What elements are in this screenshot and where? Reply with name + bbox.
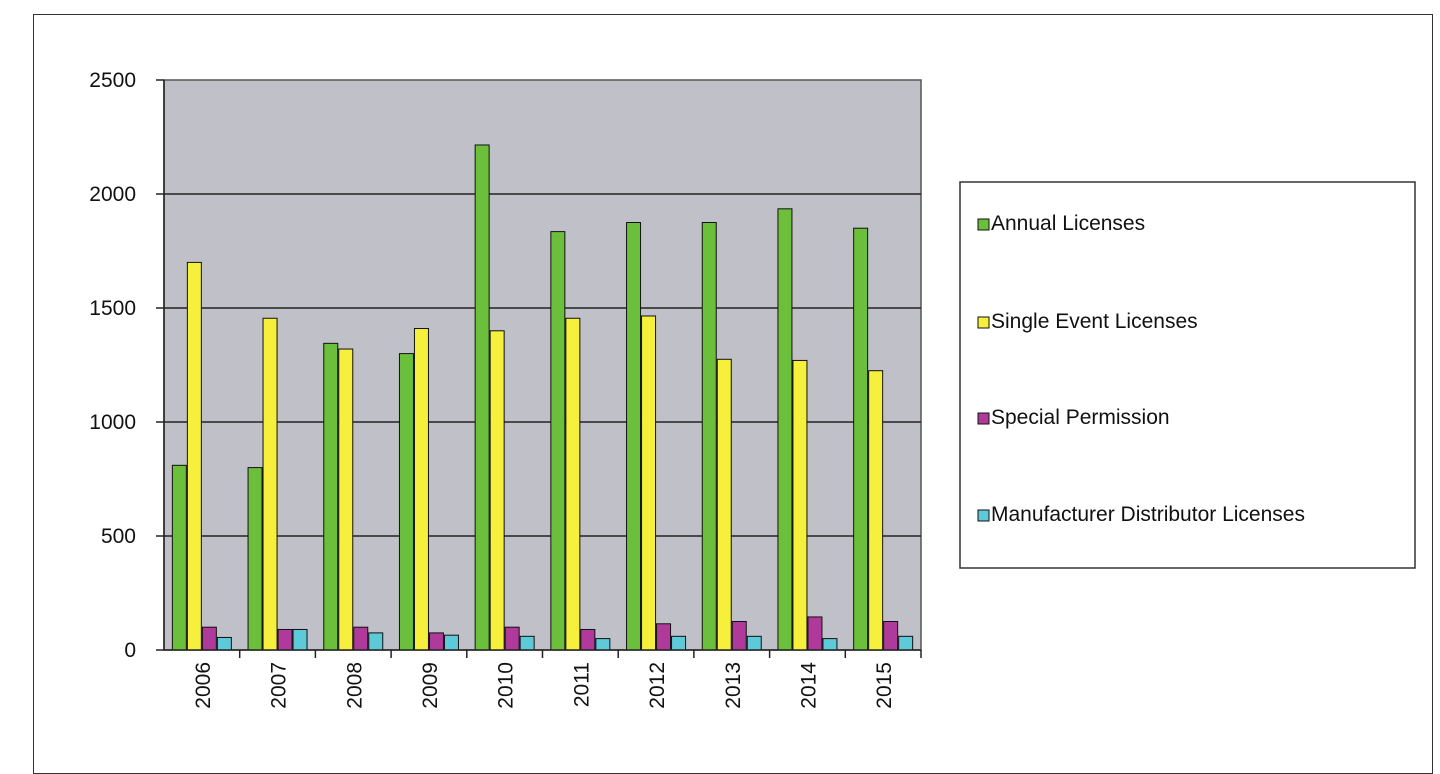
- bar-manufacturer-distributor-licenses: [822, 638, 838, 651]
- legend-swatch: [977, 509, 990, 522]
- x-tick-label: 2015: [873, 662, 896, 709]
- bar-single-event-licenses: [792, 359, 808, 651]
- legend-label: Special Permission: [991, 406, 1170, 429]
- x-tick-label: 2012: [646, 662, 669, 709]
- legend-box: [959, 181, 1416, 569]
- bar-annual-licenses: [398, 353, 414, 651]
- legend: Annual Licenses Single Event Licenses Spec…: [959, 181, 1416, 569]
- y-tick-label: 1500: [89, 297, 136, 320]
- bar-manufacturer-distributor-licenses: [443, 634, 459, 651]
- bar-annual-licenses: [474, 144, 490, 651]
- bar-manufacturer-distributor-licenses: [595, 638, 611, 651]
- bar-manufacturer-distributor-licenses: [898, 635, 914, 651]
- legend-label: Annual Licenses: [991, 212, 1145, 235]
- bar-manufacturer-distributor-licenses: [216, 636, 232, 651]
- bar-special-permission: [807, 616, 823, 651]
- gridlines: [164, 193, 921, 537]
- y-tick-label: 1000: [89, 411, 136, 434]
- bar-single-event-licenses: [262, 317, 278, 651]
- x-tick-label: 2007: [268, 662, 291, 709]
- bar-manufacturer-distributor-licenses: [746, 635, 762, 651]
- bar-single-event-licenses: [413, 328, 429, 651]
- bar-special-permission: [883, 621, 899, 651]
- bar-single-event-licenses: [338, 348, 354, 651]
- x-tick-label: 2010: [495, 662, 518, 709]
- x-tick-label: 2014: [797, 662, 820, 709]
- bar-single-event-licenses: [489, 330, 505, 651]
- y-tick-label: 500: [101, 525, 136, 548]
- bar-special-permission: [504, 626, 520, 651]
- bar-annual-licenses: [247, 467, 263, 651]
- legend-swatch: [977, 218, 990, 231]
- legend-label: Manufacturer Distributor Licenses: [991, 503, 1305, 526]
- bar-annual-licenses: [323, 342, 339, 651]
- bar-manufacturer-distributor-licenses: [671, 635, 687, 651]
- bar-special-permission: [201, 626, 217, 651]
- bars: [171, 144, 914, 651]
- bar-manufacturer-distributor-licenses: [368, 632, 384, 651]
- bar-special-permission: [731, 621, 747, 651]
- bar-special-permission: [428, 632, 444, 651]
- legend-swatch: [977, 316, 990, 329]
- bar-single-event-licenses: [641, 315, 657, 651]
- x-tick-label: 2008: [343, 662, 366, 709]
- axes: 0 500 1000 1500 2000 2500 2006 2007 2008 2009 2010…: [89, 69, 922, 709]
- x-tick-label: 2009: [419, 662, 442, 709]
- bar-annual-licenses: [550, 231, 566, 651]
- bar-manufacturer-distributor-licenses: [519, 635, 535, 651]
- legend-label: Single Event Licenses: [991, 310, 1198, 333]
- x-tick-label: 2011: [570, 662, 593, 707]
- bar-single-event-licenses: [716, 358, 732, 651]
- bar-annual-licenses: [701, 222, 717, 651]
- x-tick-label: 2013: [722, 662, 745, 709]
- y-tick-label: 2500: [89, 69, 136, 92]
- bar-single-event-licenses: [868, 370, 884, 651]
- legend-swatch: [977, 412, 990, 425]
- bar-special-permission: [656, 623, 672, 651]
- x-tick-label: 2006: [192, 662, 215, 709]
- bar-special-permission: [580, 628, 596, 651]
- bar-single-event-licenses: [565, 317, 581, 651]
- bar-single-event-licenses: [186, 261, 202, 651]
- y-tick-label: 0: [124, 639, 136, 662]
- bar-annual-licenses: [853, 227, 869, 651]
- bar-annual-licenses: [626, 222, 642, 651]
- bar-special-permission: [277, 628, 293, 651]
- y-tick-label: 2000: [89, 183, 136, 206]
- bar-annual-licenses: [171, 464, 187, 651]
- bar-annual-licenses: [777, 208, 793, 651]
- bar-special-permission: [353, 626, 369, 651]
- bar-manufacturer-distributor-licenses: [292, 628, 308, 651]
